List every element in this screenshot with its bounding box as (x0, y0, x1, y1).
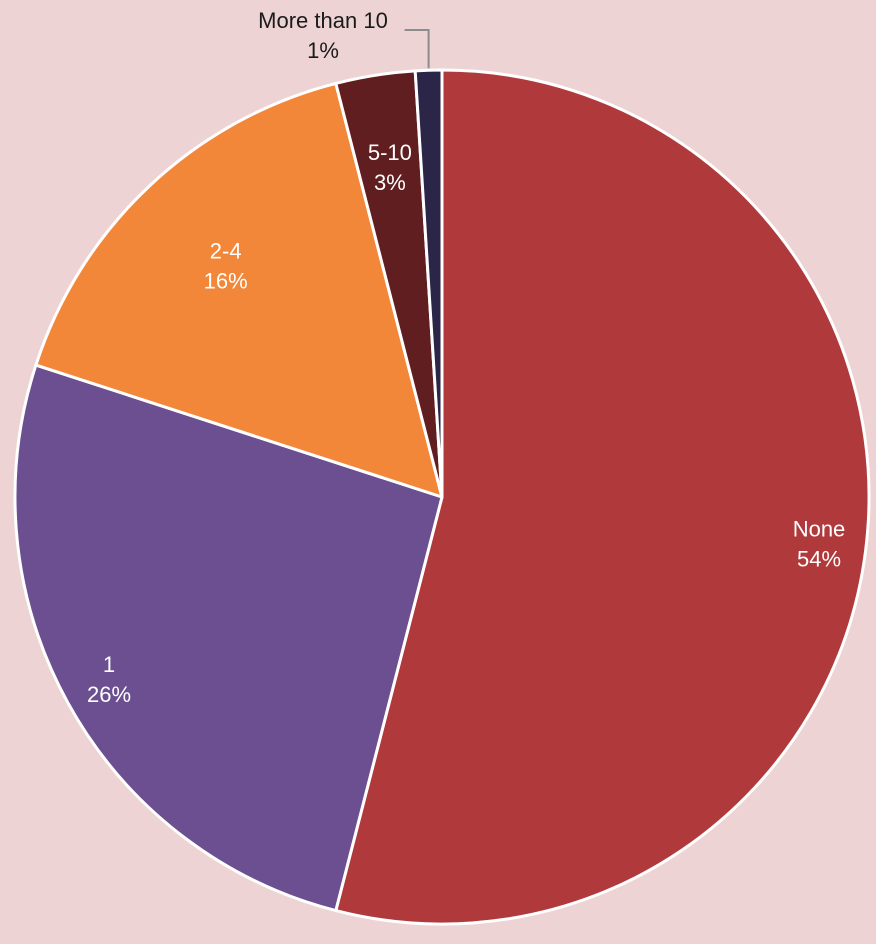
pie-slice-more-than-10 (413, 68, 444, 499)
pie-slice-2-4 (34, 81, 444, 499)
slice-label-1: 1 (103, 652, 115, 677)
slice-label-2-4: 2-4 (210, 239, 242, 264)
slice-percent-more-than-10: 1% (307, 38, 339, 63)
pie-slice-none (334, 68, 871, 926)
pie-slice-1 (13, 363, 444, 913)
slice-label-more-than-10: More than 10 (258, 8, 388, 33)
slice-percent-none: 54% (797, 547, 841, 572)
slice-label-none: None (793, 517, 846, 542)
leader-lines (404, 29, 430, 69)
slice-label-5-10: 5-10 (368, 140, 412, 165)
slice-percent-5-10: 3% (374, 170, 406, 195)
pie-slices (13, 68, 871, 926)
leader-line-more-than-10 (404, 29, 430, 69)
slice-percent-2-4: 16% (204, 269, 248, 294)
slice-percent-1: 26% (87, 682, 131, 707)
slice-labels: None 54% 1 26% 2-4 16% 5-10 3% More than 10 1% (87, 8, 845, 707)
